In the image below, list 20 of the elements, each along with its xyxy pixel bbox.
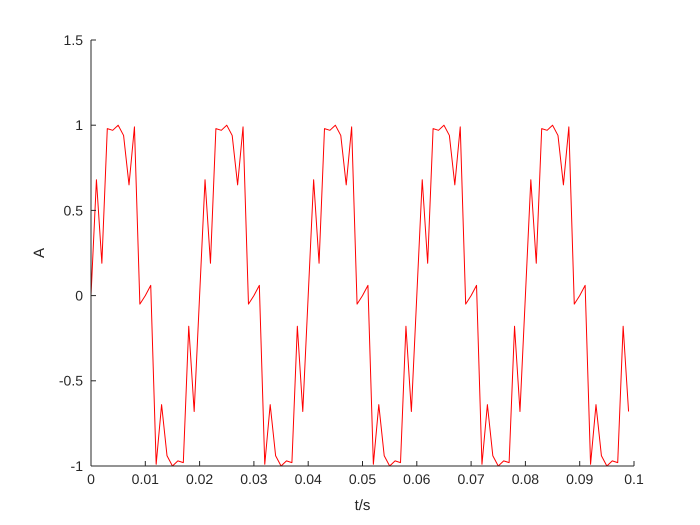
y-tick-label: 0.5 [64, 202, 84, 218]
x-tick-label: 0.03 [240, 471, 268, 487]
x-tick-label: 0 [87, 471, 96, 487]
y-tick-label: -0.5 [58, 372, 84, 389]
x-tick-label: 0.04 [294, 471, 322, 487]
y-tick-label: 0 [75, 288, 84, 304]
y-tick-label: 1.5 [64, 32, 84, 48]
x-tick-label: 0.05 [348, 471, 376, 487]
line-series [90, 124, 630, 466]
x-tick-label: 0.01 [132, 471, 160, 487]
x-tick-label: 0.06 [403, 471, 431, 487]
x-tick-label: 0.07 [457, 471, 485, 487]
x-tick-label: 0.02 [186, 471, 214, 487]
x-tick-label: 0.1 [624, 471, 644, 487]
y-tick-label: -1 [70, 458, 84, 474]
x-tick-label: 0.09 [566, 471, 594, 487]
y-tick-label: 1 [75, 117, 84, 134]
x-axis-title: t/s [354, 497, 370, 514]
y-axis-title: A [31, 248, 48, 258]
x-tick-label: 0.08 [512, 471, 540, 487]
